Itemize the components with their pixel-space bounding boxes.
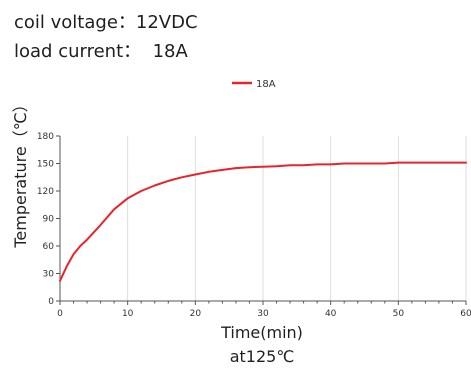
x-tick-label-60: 60 [460,309,471,319]
x-tick-label-20: 20 [190,309,202,319]
y-tick-label-60: 60 [43,242,55,252]
chart-grid [127,136,467,301]
chart-ticks: 0 30 60 90 120 150 180 0 10 20 30 40 50 60 [37,132,471,319]
x-tick-label-50: 50 [393,309,405,319]
y-tick-label-150: 150 [37,160,54,170]
load-current-text: load current： 18A [14,41,188,62]
x-tick-label-40: 40 [325,309,337,319]
y-tick-label-120: 120 [37,187,54,197]
y-tick-label-0: 0 [48,297,54,307]
x-axis-label: Time(min) [220,323,303,342]
legend-label-18a: 18A [256,79,276,90]
chart-series [59,161,467,282]
x-tick-label-0: 0 [57,309,63,319]
chart-caption: at125℃ [230,347,295,366]
y-tick-label-30: 30 [43,270,55,280]
y-tick-label-90: 90 [43,215,55,225]
series-line-18a [59,161,467,282]
coil-voltage-text: coil voltage：12VDC [14,12,198,33]
y-axis-label: Temperature（℃） [11,96,30,248]
y-tick-label-180: 180 [37,132,54,142]
x-tick-label-30: 30 [257,309,269,319]
chart-legend: 18A [232,79,276,90]
x-tick-label-10: 10 [122,309,134,319]
